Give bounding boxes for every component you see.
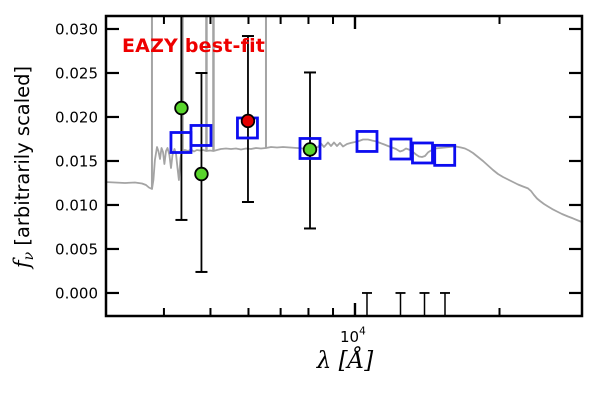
y-tick-label: 0.005 xyxy=(55,240,98,258)
y-tick-label: 0.020 xyxy=(55,108,98,126)
x-tick-label: 104 xyxy=(340,326,366,347)
y-axis-label-symbol: f xyxy=(10,260,34,269)
model-photometry-square xyxy=(433,143,457,167)
y-axis-label-subscript: ν xyxy=(21,251,37,261)
model-photometry-square xyxy=(355,130,379,153)
y-tick-label: 0.000 xyxy=(55,284,98,302)
model-photometry-square xyxy=(411,141,434,165)
y-axis-label: fν [arbitrarily scaled] xyxy=(10,65,37,269)
observed-point-green xyxy=(194,166,209,182)
plot-frame xyxy=(104,14,584,318)
observed-point-green xyxy=(174,100,189,116)
x-tick-label-exponent: 4 xyxy=(359,326,366,338)
y-tick-label: 0.030 xyxy=(55,20,98,38)
x-axis-label-unit: [Å] xyxy=(331,348,374,374)
y-tick-label: 0.025 xyxy=(55,64,98,82)
spectrum-curve xyxy=(104,138,584,224)
x-axis-label: λ [Å] xyxy=(317,348,373,374)
model-photometry-square xyxy=(298,137,322,160)
annotation-eazy-best-fit: EAZY best-fit xyxy=(122,35,266,57)
observed-point-red xyxy=(240,113,256,129)
y-tick-label: 0.010 xyxy=(55,196,98,214)
y-tick-label: 0.015 xyxy=(55,152,98,170)
model-photometry-square xyxy=(389,137,413,161)
x-axis-label-symbol: λ xyxy=(316,348,332,374)
model-photometry-square xyxy=(189,124,213,147)
observed-point-green xyxy=(302,142,318,157)
y-axis-label-rest: [arbitrarily scaled] xyxy=(11,65,34,252)
